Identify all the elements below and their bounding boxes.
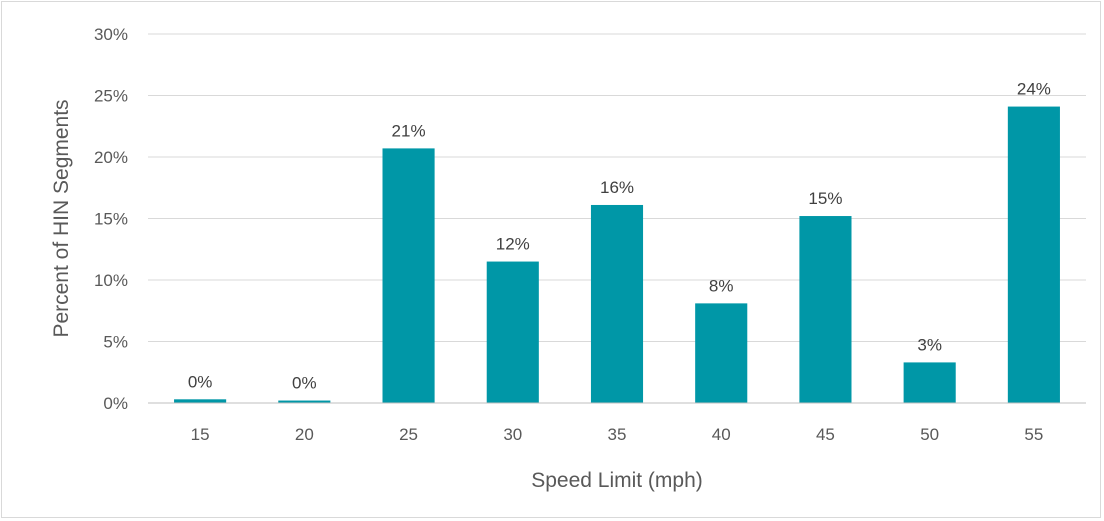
bars xyxy=(174,106,1060,403)
x-tick-label: 20 xyxy=(295,425,314,444)
y-tick-labels: 0% 5% 10% 15% 20% 25% 30% xyxy=(94,25,128,413)
bar-45 xyxy=(799,216,852,403)
x-axis-title: Speed Limit (mph) xyxy=(531,469,703,492)
x-tick-label: 15 xyxy=(191,425,210,444)
bar-50 xyxy=(903,362,956,403)
data-label: 12% xyxy=(496,235,530,254)
y-tick-label: 20% xyxy=(94,148,128,167)
y-tick-label: 10% xyxy=(94,271,128,290)
bar-15 xyxy=(174,399,227,403)
y-axis-title: Percent of HIN Segments xyxy=(50,99,73,337)
x-tick-label: 30 xyxy=(503,425,522,444)
data-label: 16% xyxy=(600,178,634,197)
bar-20 xyxy=(278,400,331,403)
gridlines xyxy=(148,33,1086,342)
x-tick-label: 50 xyxy=(920,425,939,444)
x-tick-label: 35 xyxy=(608,425,627,444)
bar-25 xyxy=(382,148,435,403)
data-label: 0% xyxy=(292,374,317,393)
bar-40 xyxy=(695,303,748,403)
x-tick-labels: 15 20 25 30 35 40 45 50 55 xyxy=(191,425,1044,444)
y-tick-label: 25% xyxy=(94,87,128,106)
data-label: 21% xyxy=(392,121,426,140)
data-labels: 0% 0% 21% 12% 16% 8% 15% 3% 24% xyxy=(188,80,1051,393)
y-tick-label: 5% xyxy=(103,333,128,352)
data-label: 0% xyxy=(188,372,213,391)
x-tick-label: 40 xyxy=(712,425,731,444)
x-tick-label: 55 xyxy=(1024,425,1043,444)
data-label: 3% xyxy=(917,335,942,354)
y-tick-label: 0% xyxy=(103,394,128,413)
bar-30 xyxy=(486,261,539,403)
bar-55 xyxy=(1007,106,1060,403)
data-label: 24% xyxy=(1017,80,1051,99)
data-label: 8% xyxy=(709,276,734,295)
y-tick-label: 15% xyxy=(94,210,128,229)
x-tick-label: 45 xyxy=(816,425,835,444)
x-tick-label: 25 xyxy=(399,425,418,444)
bar-35 xyxy=(590,204,644,403)
y-tick-label: 30% xyxy=(94,25,128,44)
data-label: 15% xyxy=(808,189,842,208)
